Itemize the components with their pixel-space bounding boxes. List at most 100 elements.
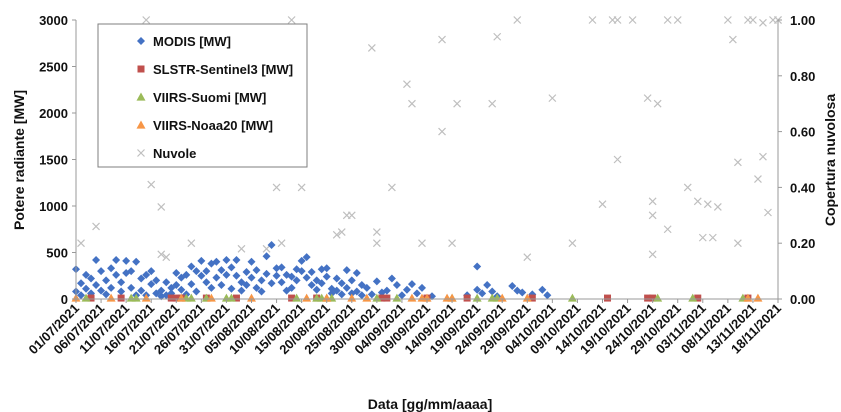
- data-point: [237, 286, 246, 295]
- data-point: [222, 270, 231, 279]
- data-point: [277, 278, 286, 287]
- data-point: [649, 294, 657, 302]
- data-point: [352, 268, 361, 277]
- data-point: [117, 294, 125, 302]
- legend-box: [97, 23, 308, 168]
- data-point: [438, 127, 446, 136]
- data-point: [212, 257, 221, 266]
- data-point: [226, 293, 236, 302]
- data-point: [392, 281, 401, 290]
- data-point: [87, 274, 96, 283]
- data-point: [347, 211, 356, 220]
- data-point: [157, 250, 166, 259]
- x-axis-title: Data [gg/mm/aaaa]: [368, 396, 492, 412]
- data-point: [403, 80, 411, 89]
- data-point: [207, 283, 216, 292]
- data-point: [287, 272, 296, 281]
- data-point: [117, 287, 126, 296]
- data-point: [277, 239, 286, 248]
- data-point: [77, 291, 86, 300]
- data-point: [307, 281, 316, 290]
- data-point: [162, 253, 171, 262]
- data-point: [523, 253, 532, 262]
- data-point: [267, 279, 276, 288]
- legend-marker: [137, 37, 145, 45]
- data-point: [648, 211, 657, 220]
- data-point: [453, 99, 462, 108]
- data-point: [438, 35, 446, 44]
- data-point: [217, 266, 226, 275]
- data-point: [422, 293, 432, 302]
- data-point: [387, 274, 396, 283]
- data-point: [117, 278, 126, 287]
- data-point: [272, 183, 281, 192]
- data-point: [759, 18, 767, 27]
- data-point: [131, 293, 141, 302]
- data-point: [508, 281, 517, 290]
- data-point: [192, 267, 201, 276]
- data-point: [598, 200, 607, 209]
- data-point: [447, 293, 457, 302]
- data-point: [187, 239, 196, 248]
- data-point: [613, 155, 622, 164]
- data-point: [548, 94, 557, 103]
- legend-marker: [136, 92, 146, 101]
- data-point: [357, 291, 366, 300]
- data-point: [407, 280, 416, 289]
- data-point: [87, 294, 95, 302]
- data-point: [463, 294, 471, 302]
- data-point: [472, 293, 482, 302]
- data-point: [186, 293, 196, 302]
- data-point: [202, 267, 211, 276]
- data-point: [317, 265, 326, 274]
- data-point: [653, 99, 662, 108]
- series-0: [72, 241, 552, 301]
- data-point: [81, 293, 91, 302]
- y2-axis-title: Copertura nuvolosa: [822, 94, 838, 226]
- data-point: [232, 294, 240, 302]
- data-point: [513, 16, 522, 24]
- data-point: [694, 294, 702, 302]
- data-point: [167, 294, 175, 302]
- data-point: [322, 264, 331, 273]
- legend-marker: [137, 149, 145, 157]
- data-point: [397, 291, 406, 300]
- data-point: [222, 255, 231, 264]
- data-point: [142, 16, 151, 24]
- data-point: [97, 267, 106, 276]
- data-point: [483, 281, 492, 290]
- data-point: [187, 280, 196, 289]
- data-point: [648, 197, 657, 206]
- data-point: [172, 268, 181, 277]
- y2-tick-label: 0.80: [790, 69, 815, 84]
- data-point: [478, 289, 487, 298]
- data-point: [588, 16, 597, 24]
- data-point: [297, 183, 306, 192]
- data-point: [82, 270, 91, 279]
- data-point: [247, 273, 256, 282]
- data-point: [372, 293, 382, 302]
- data-point: [708, 233, 717, 242]
- data-point: [417, 283, 426, 292]
- y-tick-label: 0: [61, 292, 68, 307]
- data-point: [372, 277, 381, 286]
- data-point: [147, 267, 156, 276]
- data-point: [473, 285, 482, 294]
- data-point: [141, 293, 151, 302]
- y-tick-label: 1000: [39, 199, 68, 214]
- data-point: [127, 267, 136, 276]
- y2-tick-label: 0.60: [790, 125, 815, 140]
- data-point: [302, 293, 312, 302]
- data-point: [383, 294, 391, 302]
- data-point: [753, 293, 763, 302]
- legend: MODIS [MW] SLSTR-Sentinel3 [MW] VIIRS-Suom…: [97, 23, 308, 168]
- data-point: [112, 255, 121, 264]
- data-point: [77, 239, 85, 248]
- data-point: [172, 281, 181, 290]
- data-point: [107, 264, 116, 273]
- data-point: [307, 268, 316, 277]
- data-point: [102, 276, 111, 285]
- data-point: [297, 267, 306, 276]
- data-point: [157, 292, 166, 301]
- data-point: [387, 183, 396, 192]
